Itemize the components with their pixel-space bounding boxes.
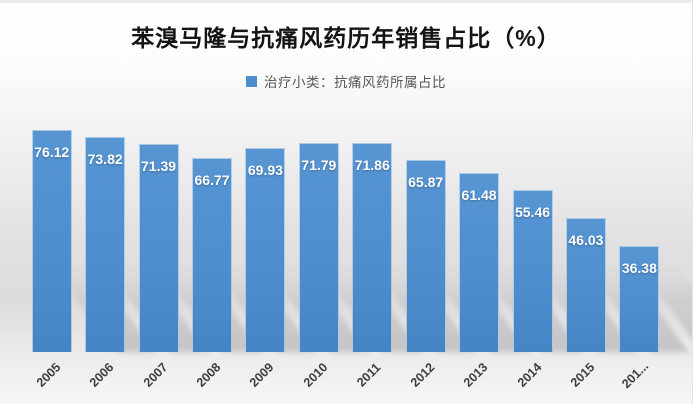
bar-value-label: 61.48 — [461, 187, 497, 203]
x-tick-label: 2008 — [193, 360, 224, 390]
x-tick-label: 2015 — [567, 360, 598, 390]
bar: 76.12 — [31, 130, 72, 352]
bar-value-label: 71.79 — [301, 157, 337, 173]
bar-slot: 71.79 2010 — [292, 119, 422, 390]
bar-slot: 76.12 2005 — [25, 119, 155, 390]
bar-value-label: 46.03 — [568, 232, 604, 248]
bar-slot: 66.77 2008 — [185, 119, 315, 390]
bar: 55.46 — [512, 190, 553, 352]
x-tick-label: 2006 — [87, 360, 117, 390]
bar-slot: 55.46 2014 — [506, 119, 635, 390]
legend: 治疗小类：抗痛风药所属占比 — [0, 71, 692, 91]
bar-value-label: 36.38 — [621, 260, 657, 276]
x-tick-label: 201... — [619, 358, 652, 392]
x-tick-label: 2014 — [514, 360, 544, 390]
bar: 65.87 — [405, 160, 446, 352]
bar-slot: 71.86 2011 — [346, 119, 475, 390]
bar: 36.38 — [619, 246, 660, 352]
bar-slot: 73.82 2006 — [78, 119, 208, 390]
bar: 73.82 — [85, 137, 126, 352]
chart-title: 苯溴马隆与抗痛风药历年销售占比（%） — [131, 25, 561, 51]
bar-value-label: 55.46 — [514, 204, 551, 220]
plot-area: 76.12 2005 73.82 2006 71.39 2007 66.77 2008 69.9… — [25, 119, 692, 391]
bar-slot: 71.39 2007 — [132, 119, 262, 390]
bar-value-label: 71.86 — [354, 157, 390, 173]
bar: 71.39 — [138, 144, 179, 352]
bar: 71.86 — [352, 143, 393, 352]
bar-slot: 36.38 201... — [613, 119, 692, 391]
bar-slot: 61.48 2013 — [452, 119, 582, 390]
bar-value-label: 65.87 — [408, 174, 444, 190]
bar-value-label: 66.77 — [194, 172, 230, 188]
x-tick-label: 2011 — [354, 360, 384, 390]
x-tick-label: 2005 — [33, 360, 64, 390]
bar: 46.03 — [565, 218, 606, 352]
bar: 66.77 — [191, 158, 232, 352]
x-tick-label: 2009 — [247, 360, 277, 390]
x-tick-label: 2012 — [407, 360, 438, 390]
bar-slot: 46.03 2015 — [559, 119, 689, 390]
bar: 61.48 — [459, 173, 500, 352]
bar: 71.79 — [298, 143, 339, 352]
x-tick-label: 2013 — [460, 360, 491, 390]
bar-value-label: 69.93 — [247, 162, 283, 178]
legend-label: 治疗小类：抗痛风药所属占比 — [264, 75, 446, 90]
bar-value-label: 71.39 — [141, 158, 177, 174]
bar-value-label: 73.82 — [87, 151, 123, 167]
bar: 69.93 — [245, 148, 286, 352]
bar-value-label: 76.12 — [34, 144, 70, 160]
x-tick-label: 2007 — [140, 360, 170, 390]
bar-slot: 65.87 2012 — [399, 119, 529, 390]
bar-slot: 69.93 2009 — [239, 119, 368, 390]
x-tick-label: 2010 — [300, 360, 331, 390]
legend-marker-icon — [246, 75, 257, 87]
